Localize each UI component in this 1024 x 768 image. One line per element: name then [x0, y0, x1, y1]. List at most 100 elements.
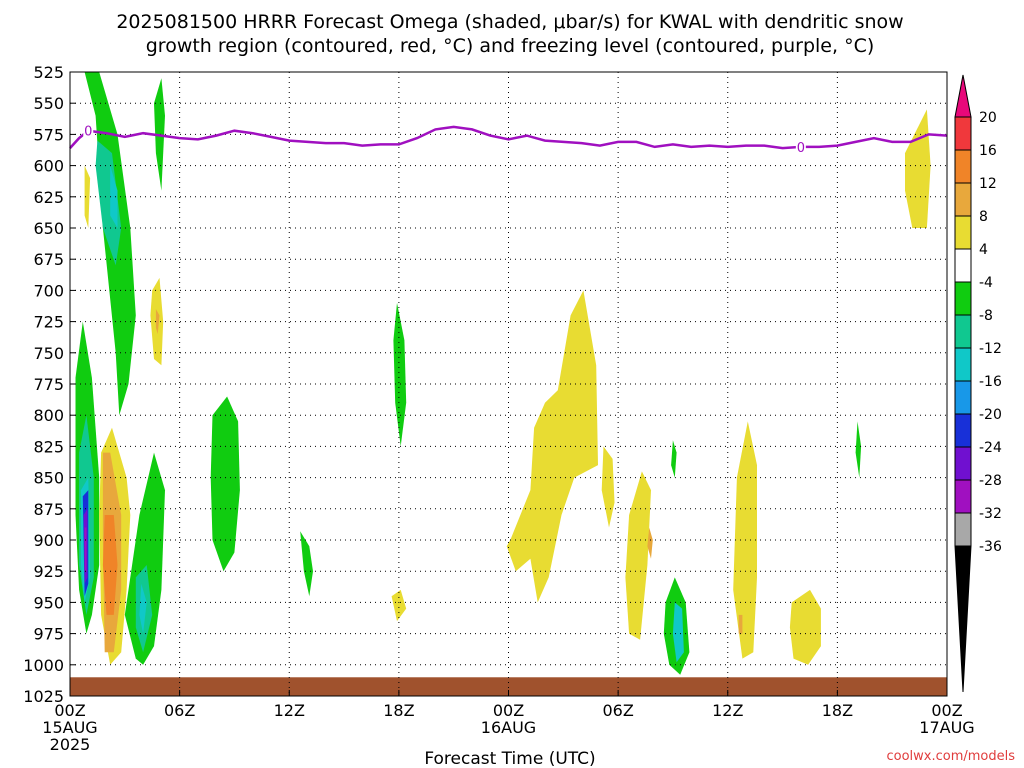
colorbar-bin-13 [954, 512, 972, 547]
omega-region-5 [393, 302, 407, 447]
colorbar-label-5: -4 [979, 275, 993, 291]
colorbar-bin-1 [954, 116, 972, 151]
omega-region-34 [102, 515, 118, 615]
y-tick-label-16: 925 [33, 562, 64, 581]
y-tick-label-6: 675 [33, 250, 64, 269]
x-tick-label-0-3: 2025 [50, 735, 91, 754]
y-tick-label-0: 525 [33, 63, 64, 82]
colorbar-bin-5 [954, 248, 972, 283]
x-tick-label-7-1: 18Z [822, 701, 853, 720]
y-axis-ticks: 525 550 575 600 625 650 675 700 725 750 775 800 825 8… [23, 63, 76, 706]
colorbar-bin-12 [954, 479, 972, 514]
omega-regions [75, 72, 931, 675]
freezing-label-bg-0 [83, 122, 94, 139]
title-line-1: 2025081500 HRRR Forecast Omega (shaded, … [116, 11, 903, 33]
omega-region-23 [506, 290, 598, 603]
omega-region-13 [110, 165, 118, 228]
omega-region-6 [300, 531, 313, 597]
y-tick-label-17: 950 [33, 593, 64, 612]
x-tick-label-8-1: 00Z [931, 701, 962, 720]
y-tick-label-8: 725 [33, 313, 64, 332]
y-tick-label-19: 1000 [23, 656, 64, 675]
x-tick-label-0-2: 15AUG [42, 718, 97, 737]
y-tick-label-15: 900 [33, 531, 64, 550]
omega-region-24 [601, 446, 615, 528]
colorbar-label-1: 16 [979, 143, 997, 159]
omega-region-31 [155, 309, 160, 335]
colorbar-label-2: 12 [979, 176, 997, 192]
x-axis-label: Forecast Time (UTC) [424, 749, 595, 768]
freezing-level-contour: 00 [69, 122, 948, 156]
colorbar-bin-11 [954, 446, 972, 481]
colorbar: 20 16 12 8 4 -4 -8 -12 -16 -20 -24 -28 -32 -36 [954, 74, 1002, 693]
colorbar-label-6: -8 [979, 308, 993, 324]
colorbar-top-arrow [954, 74, 972, 118]
x-tick-label-5-1: 06Z [602, 701, 633, 720]
omega-region-20 [84, 165, 91, 228]
colorbar-bin-10 [954, 413, 972, 448]
grid-lines [69, 71, 948, 697]
x-tick-label-3-1: 18Z [383, 701, 414, 720]
omega-region-14 [139, 583, 147, 634]
omega-region-4 [210, 396, 240, 572]
y-tick-label-14: 875 [33, 500, 64, 519]
x-tick-label-4-2: 16AUG [481, 718, 536, 737]
colorbar-label-8: -16 [979, 374, 1002, 390]
colorbar-bottom-arrow [954, 545, 972, 693]
x-tick-label-2-1: 12Z [274, 701, 305, 720]
colorbar-bin-6 [954, 281, 972, 316]
chart-title: 2025081500 HRRR Forecast Omega (shaded, … [116, 11, 903, 57]
y-tick-label-13: 850 [33, 469, 64, 488]
colorbar-label-0: 20 [979, 110, 997, 126]
omega-region-27 [789, 589, 821, 665]
colorbar-bin-8 [954, 347, 972, 382]
omega-region-33 [738, 614, 743, 634]
omega-region-32 [647, 527, 653, 559]
omega-region-29 [905, 109, 931, 228]
freezing-level-label-0: 0 [84, 125, 92, 140]
y-tick-label-4: 625 [33, 188, 64, 207]
x-tick-label-1-1: 06Z [164, 701, 195, 720]
omega-region-8 [671, 440, 677, 478]
colorbar-bin-2 [954, 149, 972, 184]
y-tick-label-18: 975 [33, 625, 64, 644]
omega-region-25 [625, 471, 651, 640]
x-tick-label-4-1: 00Z [493, 701, 524, 720]
omega-region-19 [84, 527, 87, 572]
freezing-label-bg-1 [795, 138, 806, 155]
x-tick-label-6-1: 12Z [712, 701, 743, 720]
y-tick-label-9: 750 [33, 344, 64, 363]
colorbar-label-11: -28 [979, 473, 1002, 489]
colorbar-label-13: -36 [979, 539, 1002, 555]
y-tick-label-11: 800 [33, 406, 64, 425]
omega-region-15 [672, 602, 684, 663]
title-line-2: growth region (contoured, red, °C) and f… [146, 35, 875, 57]
y-tick-label-20: 1025 [23, 687, 64, 706]
omega-region-28 [391, 589, 407, 622]
y-tick-label-5: 650 [33, 219, 64, 238]
y-tick-label-12: 825 [33, 437, 64, 456]
colorbar-bin-7 [954, 314, 972, 349]
colorbar-label-12: -32 [979, 506, 1002, 522]
colorbar-label-4: 4 [979, 242, 988, 258]
colorbar-bin-4 [954, 215, 972, 250]
x-tick-label-0-1: 00Z [54, 701, 85, 720]
omega-region-3 [124, 452, 165, 665]
omega-region-9 [855, 421, 862, 478]
colorbar-bin-9 [954, 380, 972, 415]
y-tick-label-7: 700 [33, 281, 64, 300]
credit-text: coolwx.com/models [886, 749, 1015, 764]
y-tick-label-3: 600 [33, 157, 64, 176]
freezing-level-label-1: 0 [797, 141, 805, 156]
y-tick-label-1: 550 [33, 94, 64, 113]
colorbar-label-7: -12 [979, 341, 1002, 357]
colorbar-bin-3 [954, 182, 972, 217]
colorbar-label-3: 8 [979, 209, 988, 225]
colorbar-label-9: -20 [979, 407, 1002, 423]
y-tick-label-2: 575 [33, 125, 64, 144]
colorbar-label-10: -24 [979, 440, 1002, 456]
omega-region-10 [95, 140, 122, 266]
y-tick-label-10: 775 [33, 375, 64, 394]
